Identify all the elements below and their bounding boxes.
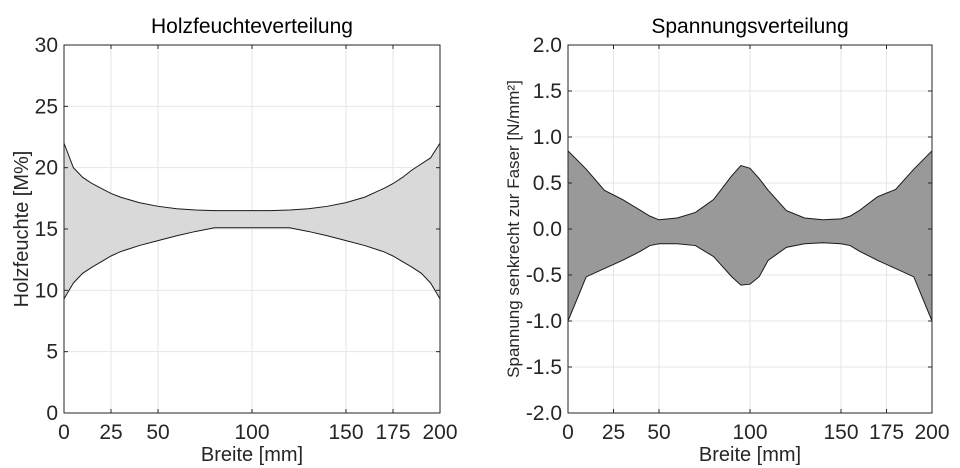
upper-curve bbox=[567, 150, 933, 221]
chart-panel-moisture: 0 25 50 100 150 175 200 0 5 10 15 20 25 30 Holzfeuchte… bbox=[11, 15, 458, 466]
upper-curve bbox=[63, 142, 441, 212]
x-tick-label: 25 bbox=[99, 421, 122, 444]
chart-title: Holzfeuchteverteilung bbox=[151, 15, 353, 38]
y-tick-label: -0.5 bbox=[526, 264, 562, 287]
x-tick-label: 0 bbox=[562, 421, 574, 444]
x-tick-label: 200 bbox=[422, 421, 457, 444]
band-fill bbox=[64, 143, 440, 299]
band-fill bbox=[568, 150, 932, 321]
x-tick-label: 50 bbox=[647, 421, 670, 444]
y-tick-label: 15 bbox=[35, 218, 58, 241]
y-tick-label: 0 bbox=[46, 402, 58, 425]
y-tick-label: 1.5 bbox=[533, 80, 562, 103]
y-axis-label: Spannung senkrecht zur Faser [N/mm²] bbox=[504, 80, 523, 378]
y-tick-label: 25 bbox=[35, 95, 58, 118]
y-tick-label: 10 bbox=[35, 279, 58, 302]
x-tick-label: 25 bbox=[602, 421, 625, 444]
lower-curve bbox=[63, 227, 441, 300]
chart-panel-stress: 0 25 50 100 150 175 200 -2.0 -1.5 -1.0 -0.5 0.0 0.5 1… bbox=[504, 15, 950, 466]
x-tick-label: 50 bbox=[146, 421, 169, 444]
y-tick-label: 30 bbox=[35, 34, 58, 57]
x-tick-label: 150 bbox=[823, 421, 858, 444]
y-tick-label: 1.0 bbox=[533, 126, 562, 149]
y-tick-label: -1.0 bbox=[526, 310, 562, 333]
y-tick-label: 0.5 bbox=[533, 172, 562, 195]
x-tick-label: 175 bbox=[869, 421, 904, 444]
x-tick-label: 200 bbox=[914, 421, 949, 444]
y-axis-label: Holzfeuchte [M%] bbox=[11, 151, 33, 308]
y-tick-label: -2.0 bbox=[526, 402, 562, 425]
chart-title: Spannungsverteilung bbox=[651, 15, 848, 38]
y-tick-label: 0.0 bbox=[533, 218, 562, 241]
x-tick-label: 150 bbox=[328, 421, 363, 444]
x-tick-label: 0 bbox=[58, 421, 70, 444]
x-tick-label: 175 bbox=[375, 421, 410, 444]
y-tick-label: -1.5 bbox=[526, 356, 562, 379]
y-tick-label: 20 bbox=[35, 157, 58, 180]
x-axis-label: Breite [mm] bbox=[699, 444, 801, 466]
x-tick-label: 100 bbox=[234, 421, 269, 444]
lower-curve bbox=[567, 242, 933, 322]
x-axis-label: Breite [mm] bbox=[201, 444, 303, 466]
x-tick-label: 100 bbox=[732, 421, 767, 444]
y-tick-label: 5 bbox=[46, 341, 58, 364]
y-tick-label: 2.0 bbox=[533, 34, 562, 57]
